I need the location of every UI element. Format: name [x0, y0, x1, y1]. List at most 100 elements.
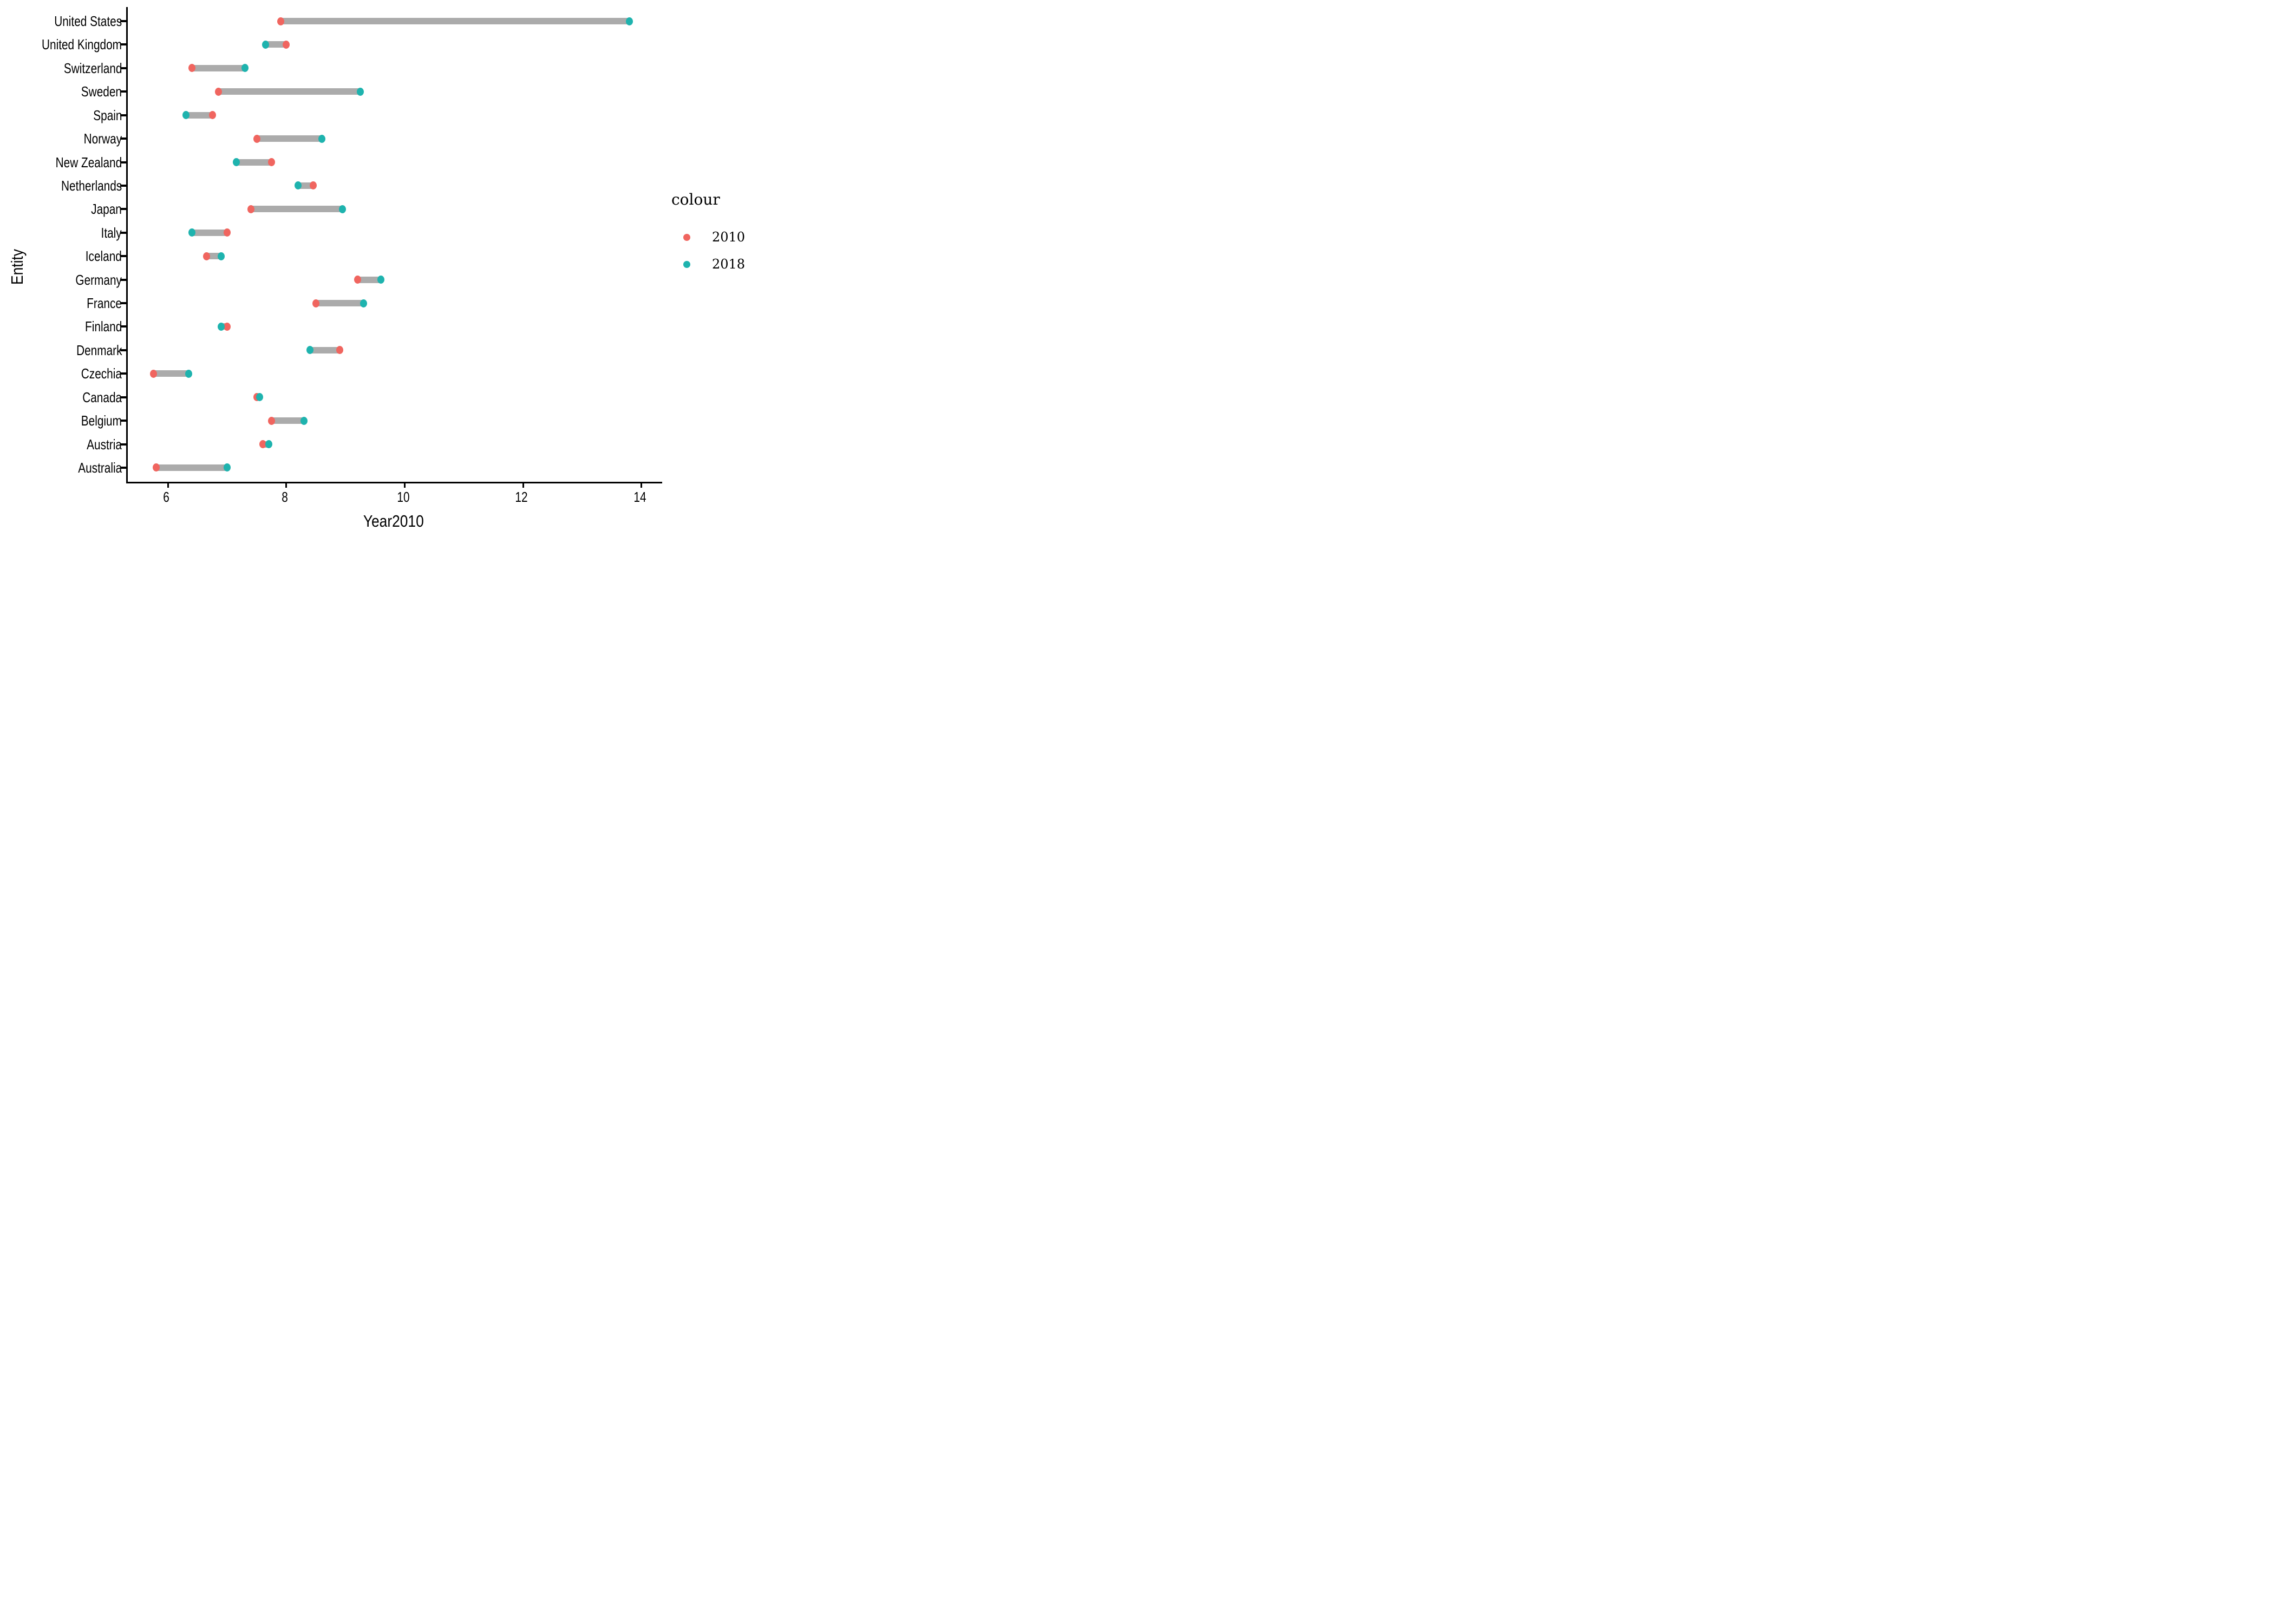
y-axis-label: Australia [78, 459, 122, 476]
data-point-2010 [253, 134, 260, 143]
y-axis-label: Netherlands [61, 177, 122, 194]
y-axis-tick [120, 278, 126, 281]
data-point-2010 [309, 181, 317, 190]
data-point-2010 [283, 40, 290, 49]
y-axis-label: France [87, 295, 122, 312]
data-point-2010 [202, 252, 210, 260]
data-point-2018 [626, 17, 633, 25]
data-point-2018 [306, 346, 314, 355]
data-point-2018 [241, 64, 249, 73]
legend-label: 2010 [712, 230, 746, 245]
data-point-2018 [318, 134, 325, 143]
data-point-2010 [152, 463, 160, 472]
x-axis-tick [522, 482, 524, 488]
y-axis-tick [120, 420, 126, 422]
data-point-2018 [357, 87, 364, 96]
y-axis-tick [120, 231, 126, 234]
connector-bar [218, 88, 361, 95]
data-point-2010 [354, 276, 361, 284]
connector-bar [280, 18, 630, 25]
y-axis-tick [120, 466, 126, 469]
y-axis-labels: United States United Kingdom Switzerland Sw… [0, 7, 122, 482]
y-axis-tick [120, 161, 126, 163]
data-point-2010 [336, 346, 343, 355]
data-point-2018 [360, 299, 367, 307]
y-axis-label: Belgium [81, 412, 122, 429]
y-axis-tick [120, 20, 126, 23]
y-axis-tick [120, 255, 126, 258]
connector-bar [257, 135, 322, 142]
y-axis-tick [120, 372, 126, 375]
data-point-2010 [224, 228, 231, 237]
connector-bar [206, 253, 221, 260]
data-point-2018 [218, 252, 225, 260]
y-axis-label: Austria [87, 436, 122, 453]
connector-bar [192, 64, 245, 71]
y-axis-label: United Kingdom [42, 36, 122, 53]
connector-bar [298, 182, 313, 189]
y-axis-tick [120, 114, 126, 116]
connector-bar [156, 464, 227, 471]
y-axis-label: United States [54, 13, 122, 30]
y-axis-label: Switzerland [63, 60, 122, 76]
data-point-2010 [214, 87, 222, 96]
data-point-2010 [268, 158, 276, 167]
data-point-2018 [182, 111, 190, 120]
x-axis-tick [285, 482, 287, 488]
data-point-2018 [188, 228, 195, 237]
data-point-2010 [188, 64, 195, 73]
x-axis-tick-label: 14 [633, 489, 646, 505]
y-axis-label: Norway [83, 130, 122, 147]
y-axis-label: Iceland [85, 248, 122, 265]
connector-bar [186, 112, 213, 119]
legend-swatch-icon [683, 233, 690, 241]
plot-area [120, 7, 662, 488]
y-axis-tick [120, 349, 126, 351]
connector-bar [265, 41, 286, 48]
data-point-2018 [256, 393, 264, 402]
data-point-2018 [265, 440, 272, 449]
x-axis-tick-label: 8 [282, 489, 288, 505]
legend-label: 2018 [712, 257, 746, 272]
legend-swatch-icon [683, 260, 690, 268]
data-point-2018 [262, 40, 270, 49]
data-point-2018 [218, 322, 225, 331]
y-axis-label: Finland [84, 318, 122, 335]
connector-bar [192, 229, 227, 236]
y-axis-label: Italy [101, 224, 122, 241]
y-axis-label: Germany [75, 271, 122, 288]
x-axis-tick-label: 6 [163, 489, 170, 505]
x-axis-tick [167, 482, 169, 488]
connector-bar [310, 346, 340, 353]
data-point-2010 [277, 17, 284, 25]
y-axis-tick [120, 443, 126, 446]
data-point-2010 [149, 369, 157, 378]
data-point-2018 [339, 205, 347, 213]
y-axis-tick [120, 67, 126, 69]
y-axis-label: Canada [82, 389, 122, 405]
data-point-2010 [247, 205, 254, 213]
y-axis-label: New Zealand [55, 154, 122, 171]
x-axis-tick-label: 10 [396, 489, 410, 505]
legend: colour 2010 2018 [671, 191, 758, 282]
y-axis-tick [120, 137, 126, 140]
connector-bar [236, 159, 272, 166]
x-axis-tick [641, 482, 643, 488]
y-axis-tick [120, 325, 126, 328]
data-point-2010 [268, 416, 276, 425]
data-point-2018 [377, 276, 385, 284]
x-axis-title: Year2010 [126, 512, 661, 531]
y-axis-tick [120, 184, 126, 187]
data-point-2010 [208, 111, 216, 120]
y-axis-tick [120, 396, 126, 398]
x-axis-title-text: Year2010 [363, 512, 424, 531]
data-point-2018 [300, 416, 308, 425]
data-point-2010 [224, 322, 231, 331]
y-axis-label: Czechia [81, 365, 122, 382]
connector-bar [153, 370, 189, 377]
connector-bar [357, 276, 381, 283]
y-axis-label: Sweden [81, 83, 122, 100]
y-axis-tick [120, 302, 126, 305]
y-axis-label: Denmark [76, 342, 122, 358]
data-point-2018 [224, 463, 231, 472]
